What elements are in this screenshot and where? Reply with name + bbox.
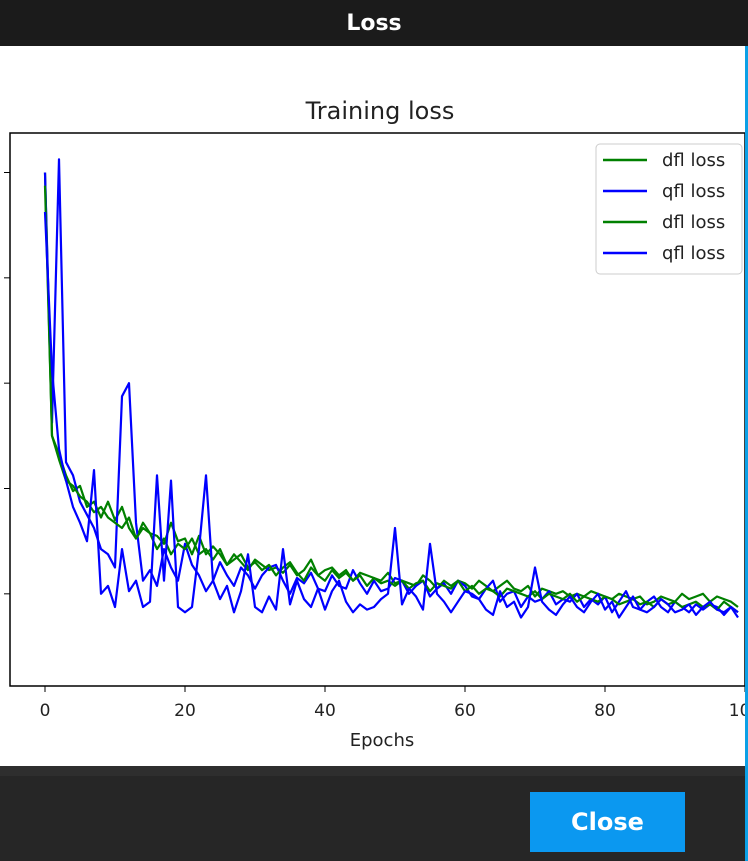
loss-chart: Training loss 0 20 40 60 80 100 Epochs dfl lo… xyxy=(4,97,748,751)
series-layer xyxy=(43,158,739,619)
close-button[interactable]: Close xyxy=(530,792,685,852)
chart-container: Training loss 0 20 40 60 80 100 Epochs dfl lo… xyxy=(0,46,748,766)
chart-legend: dfl loss qfl loss dfl loss qfl loss xyxy=(595,143,743,275)
right-edge-accent xyxy=(745,46,748,861)
legend-box xyxy=(595,143,743,275)
legend-label: dfl loss xyxy=(662,150,725,171)
series-line-4 xyxy=(43,211,739,619)
dialog-title: Loss xyxy=(346,10,402,36)
x-tick-label: 40 xyxy=(314,701,336,721)
x-tick-label: 20 xyxy=(174,701,196,721)
footer-divider xyxy=(0,766,745,776)
legend-label: qfl loss xyxy=(662,243,725,264)
x-axis-label: Epochs xyxy=(350,730,415,751)
x-axis-ticks: 0 20 40 60 80 100 xyxy=(40,686,748,721)
chart-title: Training loss xyxy=(305,97,455,125)
y-axis-ticks xyxy=(4,172,10,595)
x-tick-label: 0 xyxy=(40,701,51,721)
legend-label: dfl loss xyxy=(662,212,725,233)
legend-label: qfl loss xyxy=(662,181,725,202)
dialog-title-bar: Loss xyxy=(0,0,748,46)
x-tick-label: 100 xyxy=(729,701,745,721)
x-tick-label: 60 xyxy=(454,701,476,721)
x-tick-label: 80 xyxy=(594,701,616,721)
